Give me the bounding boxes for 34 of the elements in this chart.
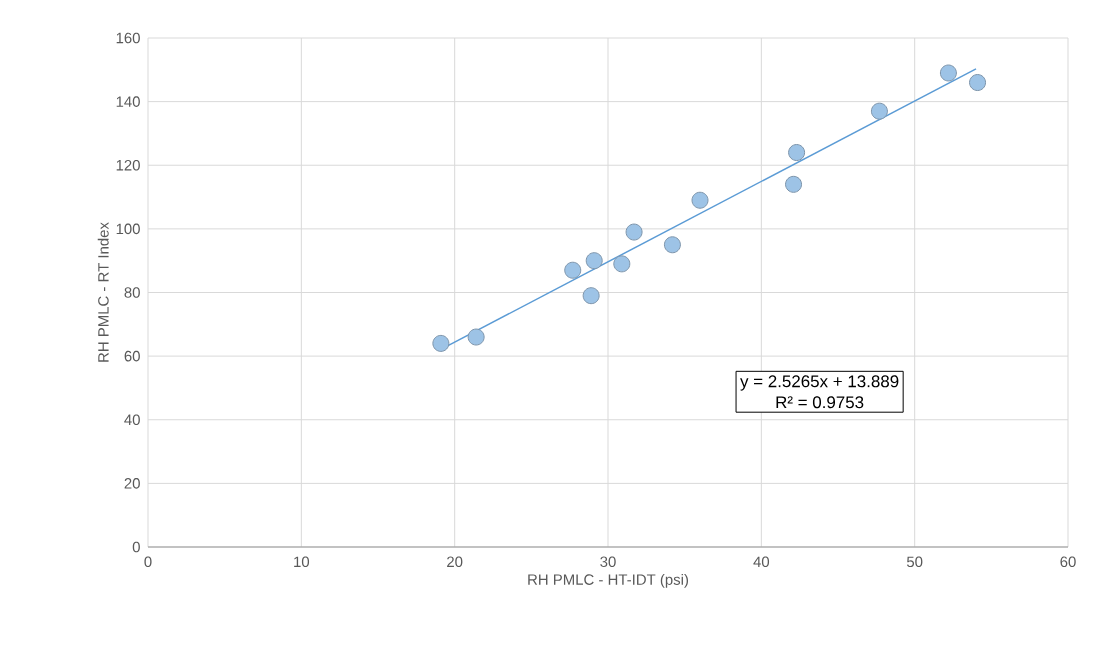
point xyxy=(691,191,709,209)
x-tick-label: 40 xyxy=(753,556,770,568)
point xyxy=(585,252,603,270)
y-tick-label: 0 xyxy=(132,541,140,553)
point xyxy=(788,144,806,162)
y-tick-label: 80 xyxy=(124,287,140,298)
x-tick-label: 50 xyxy=(906,556,923,568)
x-tick-label: 30 xyxy=(600,556,616,568)
y-tick-label: 140 xyxy=(116,96,140,107)
y-tick-label: 160 xyxy=(116,32,140,44)
point xyxy=(582,287,600,305)
y-tick-label: 100 xyxy=(116,223,140,235)
x-tick-label: 20 xyxy=(447,556,463,568)
point xyxy=(467,328,485,346)
y-tick-label: 120 xyxy=(116,159,140,171)
y-tick-label: 60 xyxy=(124,350,140,362)
point xyxy=(432,334,450,352)
y-tick-label: 40 xyxy=(124,414,140,426)
y-tick-label: 20 xyxy=(124,478,140,489)
x-tick-label: 0 xyxy=(144,556,152,568)
annotation: y = 2.5265x + 13.889 xyxy=(740,375,899,391)
point xyxy=(969,74,987,92)
x-axis-title: RH PMLC - HT-IDT (psi) xyxy=(528,573,688,588)
point xyxy=(939,64,957,82)
point xyxy=(625,223,643,241)
point xyxy=(785,175,803,193)
x-tick-label: 60 xyxy=(1060,556,1076,568)
point xyxy=(870,102,888,120)
point xyxy=(564,261,582,279)
x-tick-label: 10 xyxy=(294,556,310,568)
point xyxy=(613,255,631,273)
annotation: R² = 0.9753 xyxy=(776,396,864,409)
y-axis-title: RH PMLC - RT Index xyxy=(97,222,109,362)
point xyxy=(663,236,681,254)
